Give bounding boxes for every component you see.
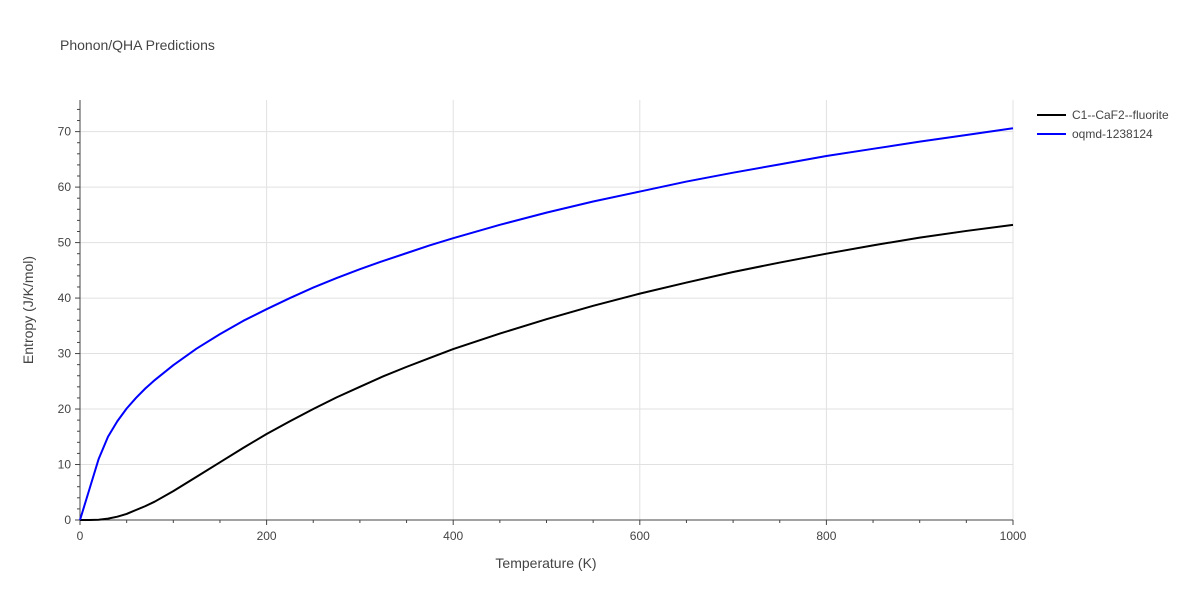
y-tick-labels: 0 10 20 30 40 50 60 70	[58, 125, 72, 527]
chart-title: Phonon/QHA Predictions	[60, 37, 215, 53]
x-tick-label: 200	[257, 529, 277, 543]
y-tick-label: 60	[58, 180, 72, 194]
x-axis-title: Temperature (K)	[495, 555, 596, 571]
series-lines	[79, 127, 1014, 521]
series-line-1	[80, 223, 1014, 521]
y-tick-label: 40	[58, 291, 72, 305]
x-tick-label: 400	[443, 529, 463, 543]
y-axis-title: Entropy (J/K/mol)	[20, 256, 36, 364]
x-tick-label: 800	[816, 529, 836, 543]
legend-item-1[interactable]: C1--CaF2--fluorite	[1037, 108, 1169, 122]
legend-label: C1--CaF2--fluorite	[1072, 108, 1169, 122]
axes	[75, 100, 1014, 525]
x-tick-label: 600	[630, 529, 650, 543]
series-line-2	[79, 127, 1014, 521]
legend-item-2[interactable]: oqmd-1238124	[1037, 127, 1153, 141]
x-tick-labels: 0 200 400 600 800 1000	[77, 529, 1027, 543]
y-tick-label: 70	[58, 125, 72, 139]
y-tick-label: 50	[58, 236, 72, 250]
legend[interactable]: C1--CaF2--fluorite oqmd-1238124	[1037, 108, 1169, 141]
x-tick-label: 0	[77, 529, 84, 543]
grid	[80, 100, 1014, 520]
x-tick-label: 1000	[1000, 529, 1027, 543]
y-tick-label: 20	[58, 402, 72, 416]
y-tick-label: 30	[58, 347, 72, 361]
y-tick-label: 10	[58, 458, 72, 472]
legend-label: oqmd-1238124	[1072, 127, 1153, 141]
y-tick-label: 0	[64, 513, 71, 527]
